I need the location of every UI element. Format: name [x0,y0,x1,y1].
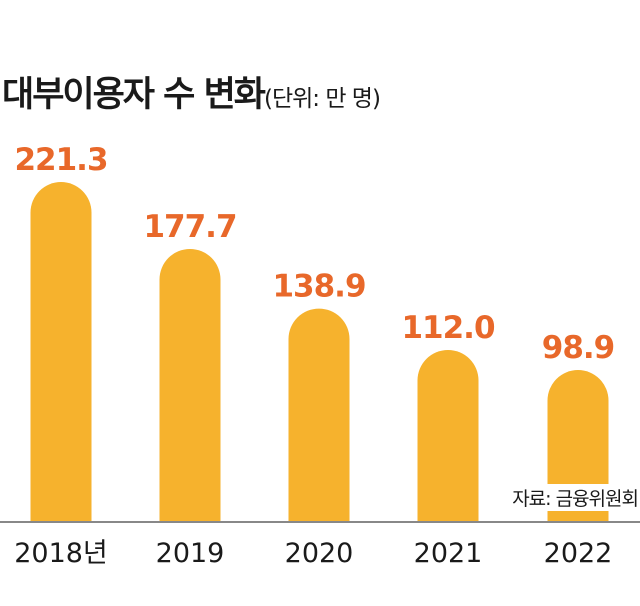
chart-title-text: 대부이용자 수 변화 [2,75,266,115]
value-label: 112.0 [401,310,494,346]
unit-note: (단위: 만 명) [263,86,381,112]
bar-0 [30,182,92,522]
value-label: 138.9 [272,269,365,305]
category-label: 2020 [285,538,354,569]
source-note: 자료: 금융위원회 [512,484,639,511]
chart-title: 대부이용자 수 변화(단위: 만 명) [2,66,381,117]
category-label: 2022 [544,538,613,569]
value-label: 177.7 [143,209,236,245]
value-label: 98.9 [542,330,615,366]
bar-1 [159,248,221,522]
category-label: 2018년 [14,538,108,569]
bar-2 [288,308,350,522]
category-label: 2019 [156,538,225,569]
category-label: 2021 [414,538,483,569]
bar-3 [417,349,479,522]
value-label: 221.3 [14,142,107,178]
